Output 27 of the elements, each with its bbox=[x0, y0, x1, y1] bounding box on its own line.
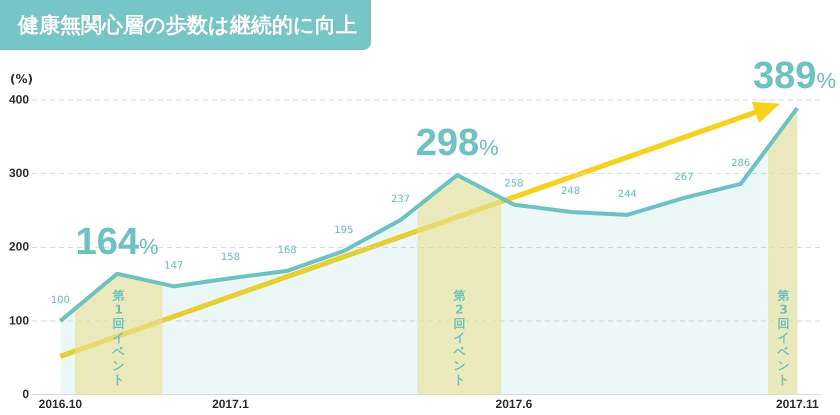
x-tick-label: 2017.1 bbox=[212, 397, 250, 412]
y-tick-label: 400 bbox=[8, 92, 30, 106]
data-label: 258 bbox=[504, 178, 524, 190]
data-label: 286 bbox=[731, 158, 750, 169]
data-label: 164% bbox=[76, 220, 159, 263]
data-label: 298% bbox=[416, 122, 499, 164]
band-label: 第2回イベント bbox=[452, 288, 466, 387]
chart-title: 健康無関心層の歩数は継続的に向上 bbox=[0, 0, 371, 50]
data-label: 168 bbox=[278, 244, 297, 256]
data-label: 237 bbox=[390, 194, 410, 206]
x-tick-label: 2017.11 bbox=[776, 397, 820, 412]
y-tick-label: 200 bbox=[8, 240, 30, 254]
y-tick-label: 300 bbox=[8, 166, 30, 180]
x-tick-label: 2017.6 bbox=[496, 397, 533, 412]
data-label: 267 bbox=[674, 172, 694, 183]
y-tick-label: 0 bbox=[22, 386, 30, 401]
data-label: 389% bbox=[753, 55, 836, 98]
data-label: 244 bbox=[618, 188, 637, 200]
data-label: 158 bbox=[220, 252, 240, 264]
data-label: 147 bbox=[164, 260, 184, 272]
data-label: 195 bbox=[334, 224, 354, 236]
y-axis-title: (%) bbox=[10, 72, 33, 86]
x-tick-label: 2016.10 bbox=[38, 397, 82, 412]
data-label: 248 bbox=[561, 186, 580, 197]
band-label: 第3回イベント bbox=[776, 288, 791, 387]
y-tick-label: 100 bbox=[8, 313, 30, 328]
data-label: 100 bbox=[50, 294, 70, 306]
